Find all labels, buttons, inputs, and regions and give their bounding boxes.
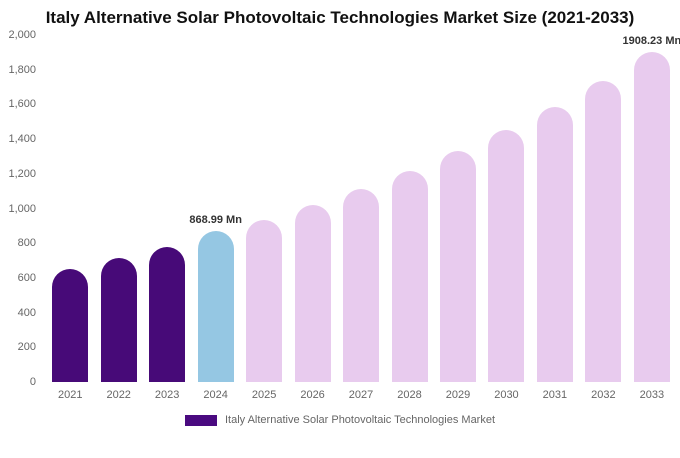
bar-2024[interactable] <box>197 231 234 382</box>
bar-2032[interactable] <box>585 80 622 382</box>
bar-2029[interactable] <box>439 151 476 382</box>
chart-title: Italy Alternative Solar Photovoltaic Tec… <box>45 8 635 27</box>
bar-2030[interactable] <box>488 130 525 382</box>
bar-2023[interactable] <box>149 246 186 382</box>
bar-column-2032: 2032 <box>579 35 627 406</box>
y-tick-label: 1,800 <box>8 63 36 76</box>
y-tick-label: 400 <box>17 306 36 319</box>
y-tick-label: 1,400 <box>8 133 36 146</box>
legend: Italy Alternative Solar Photovoltaic Tec… <box>0 414 680 426</box>
bar-2027[interactable] <box>343 189 380 382</box>
legend-label: Italy Alternative Solar Photovoltaic Tec… <box>224 414 496 426</box>
x-tick-label-2023: 2023 <box>154 389 180 401</box>
chart-area: 0 200 400 600 800 1,000 1,200 1,400 1,600 1,800 2,… <box>0 29 680 406</box>
x-tick-label-2029: 2029 <box>445 389 471 401</box>
bar-column-2021: 2021 <box>46 35 94 406</box>
bar-column-2029: 2029 <box>434 35 482 406</box>
y-tick-label: 1,000 <box>8 202 36 215</box>
bar-column-2028: 2028 <box>385 35 433 406</box>
x-tick-label-2022: 2022 <box>106 389 131 401</box>
bar-2022[interactable] <box>100 258 137 382</box>
bar-column-2023: 2023 <box>143 35 191 406</box>
bar-2025[interactable] <box>246 220 283 382</box>
y-tick-label: 200 <box>17 341 36 354</box>
x-tick-label-2032: 2032 <box>591 389 616 401</box>
legend-swatch-icon <box>184 414 217 426</box>
y-tick-label: 2,000 <box>8 29 36 41</box>
x-tick-label-2033: 2033 <box>639 389 665 401</box>
bar-column-2022: 2022 <box>94 35 142 406</box>
bar-column-2031: 2031 <box>531 35 579 406</box>
bar-2031[interactable] <box>536 107 573 382</box>
y-tick-label: 800 <box>17 237 36 250</box>
bar-2021[interactable] <box>52 269 89 382</box>
y-axis: 0 200 400 600 800 1,000 1,200 1,400 1,600 1,800 2,… <box>0 29 42 406</box>
plot-area: 2021 2022 2023 868.99 Mn 2024 2025 2026 2027 202… <box>42 35 680 406</box>
bar-column-2024: 868.99 Mn 2024 <box>189 35 242 406</box>
x-tick-label-2025: 2025 <box>251 389 277 401</box>
x-tick-label-2030: 2030 <box>494 389 519 401</box>
y-tick-label: 600 <box>17 271 36 284</box>
data-label-2033: 1908.23 Mn <box>622 35 680 47</box>
bar-2028[interactable] <box>391 170 428 382</box>
bar-2033[interactable] <box>633 52 670 382</box>
bar-column-2033: 1908.23 Mn 2033 <box>623 35 680 406</box>
x-tick-label-2031: 2031 <box>542 389 568 401</box>
x-tick-label-2026: 2026 <box>300 389 325 401</box>
bar-column-2027: 2027 <box>337 35 385 406</box>
bar-column-2030: 2030 <box>482 35 530 406</box>
y-tick-label: 0 <box>29 376 36 388</box>
y-tick-label: 1,200 <box>8 167 36 180</box>
x-tick-label-2024: 2024 <box>203 389 228 401</box>
bar-column-2026: 2026 <box>288 35 336 406</box>
x-tick-label-2027: 2027 <box>348 389 374 401</box>
bar-2026[interactable] <box>294 205 331 382</box>
x-tick-label-2021: 2021 <box>57 389 83 401</box>
x-tick-label-2028: 2028 <box>397 389 422 401</box>
bar-column-2025: 2025 <box>240 35 288 406</box>
data-label-2024: 868.99 Mn <box>189 214 242 227</box>
y-tick-label: 1,600 <box>8 98 36 111</box>
